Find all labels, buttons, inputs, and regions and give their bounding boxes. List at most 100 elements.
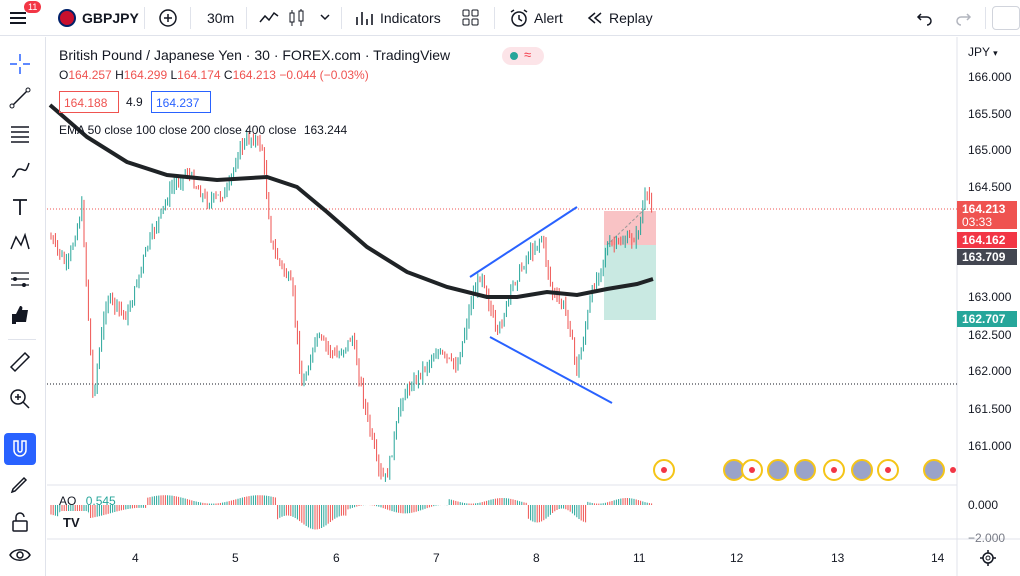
candles-icon <box>289 9 304 26</box>
brush-tool[interactable] <box>6 157 34 185</box>
chevron-down-icon <box>320 14 330 21</box>
sell-button[interactable]: 164.188 <box>59 91 119 113</box>
ema-value: 163.244 <box>303 123 348 137</box>
eye-icon <box>9 549 31 561</box>
interval-button[interactable]: 30m <box>207 9 235 26</box>
ema-line <box>48 103 654 299</box>
event-dot <box>661 467 667 473</box>
time-tick: 7 <box>433 551 440 565</box>
price-tick: 165.500 <box>968 107 1012 121</box>
event-dot <box>950 467 956 473</box>
currency-selector[interactable]: JPY ▾ <box>968 45 998 59</box>
wave-icon: ≈ <box>524 47 532 62</box>
time-tick: 5 <box>232 551 239 565</box>
ruler-icon <box>9 351 31 373</box>
crosshair-tool[interactable] <box>6 50 34 78</box>
chart-type-candle-button[interactable] <box>287 8 307 33</box>
chart-type-dropdown[interactable] <box>318 10 332 29</box>
undo-button[interactable] <box>915 8 935 33</box>
chart-settings-button[interactable] <box>979 549 997 572</box>
price-tick: 161.000 <box>968 439 1012 453</box>
zoom-tool[interactable] <box>6 385 34 413</box>
alert-button[interactable]: Alert <box>508 0 563 36</box>
trendline-tool[interactable] <box>6 84 34 112</box>
thumbs-up-icon <box>12 306 28 324</box>
pattern-tool[interactable] <box>6 228 34 256</box>
ao-legend: AO 0.545 <box>59 494 116 508</box>
replay-label: Replay <box>609 9 653 26</box>
replay-button[interactable]: Replay <box>585 0 653 36</box>
redo-icon <box>956 13 972 26</box>
indicators-button[interactable]: Indicators <box>354 0 441 36</box>
close-value: 164.213 <box>232 68 276 82</box>
symbol-search-button[interactable]: GBPJPY <box>58 0 139 36</box>
symbol-label: GBPJPY <box>82 9 139 26</box>
redo-button[interactable] <box>953 8 973 33</box>
time-tick: 11 <box>633 551 646 565</box>
lock-icon <box>12 512 28 532</box>
time-tick: 13 <box>831 551 845 565</box>
stop-loss-zone <box>604 211 656 245</box>
stay-in-drawing-tool[interactable] <box>6 470 34 498</box>
save-layout-button[interactable] <box>992 6 1020 30</box>
event-dot <box>749 467 755 473</box>
pencil-lock-icon <box>10 476 28 494</box>
price-tick: 165.000 <box>968 143 1012 157</box>
last-price-tag: 164.213 03:33 <box>957 201 1017 229</box>
price-tick: 164.500 <box>968 180 1012 194</box>
hide-drawings-tool[interactable] <box>6 541 34 569</box>
ohlc-row: O164.257 H164.299 L164.174 C164.213 −0.0… <box>59 68 369 82</box>
market-open-icon <box>510 52 518 60</box>
time-tick: 6 <box>333 551 340 565</box>
fib-tool[interactable] <box>6 120 34 148</box>
favorites-tool[interactable] <box>6 301 34 329</box>
menu-button[interactable]: 11 <box>8 1 42 28</box>
ema-price-tag: 163.709 <box>957 249 1017 265</box>
tv-logo-icon <box>59 511 89 533</box>
horizontal-lines-icon <box>11 126 29 143</box>
chart-area[interactable]: TV British Pound / Japanese Yen · 30 · F… <box>47 37 1020 576</box>
zoom-in-icon <box>10 389 30 409</box>
chevron-down-icon: ▾ <box>993 48 998 58</box>
alarm-clock-icon <box>510 8 528 27</box>
compare-button[interactable] <box>158 8 178 33</box>
chart-type-line-button[interactable] <box>258 8 280 33</box>
chart-canvas[interactable]: TV <box>47 37 1020 576</box>
currency-label: JPY <box>968 45 990 59</box>
measure-tool[interactable] <box>6 348 34 376</box>
prediction-tool[interactable] <box>6 265 34 293</box>
price-tick: 162.500 <box>968 328 1012 342</box>
drawing-toolbar <box>0 37 46 576</box>
notification-badge: 11 <box>24 1 42 13</box>
undo-icon <box>916 13 932 26</box>
open-value: 164.257 <box>68 68 112 82</box>
magnet-icon <box>13 440 27 457</box>
uk-flag-icon <box>794 459 816 481</box>
ao-value: 0.545 <box>85 494 116 508</box>
brush-icon <box>11 162 30 178</box>
indicators-icon <box>356 11 373 25</box>
rewind-icon <box>587 11 602 24</box>
gear-icon <box>980 550 996 566</box>
event-dot <box>885 467 891 473</box>
ao-tick: 0.000 <box>968 498 999 512</box>
high-value: 164.299 <box>123 68 168 82</box>
price-tick: 162.000 <box>968 364 1012 378</box>
buy-button[interactable]: 164.237 <box>151 91 211 113</box>
lock-tool[interactable] <box>6 508 34 536</box>
magnet-tool[interactable] <box>4 433 36 465</box>
market-status-badge[interactable]: ≈ <box>502 47 544 65</box>
time-tick: 12 <box>730 551 744 565</box>
layouts-button[interactable] <box>461 8 481 33</box>
hamburger-icon <box>10 12 26 24</box>
line-chart-icon <box>259 11 279 23</box>
countdown-value: 03:33 <box>962 215 993 229</box>
grid-layout-icon <box>462 9 479 26</box>
text-icon <box>13 199 27 215</box>
uk-flag-icon <box>851 459 873 481</box>
ema-legend: EMA 50 close 100 close 200 close 400 clo… <box>59 123 347 137</box>
time-tick: 14 <box>931 551 945 565</box>
symbol-title: British Pound / Japanese Yen · 30 · FORE… <box>59 47 451 63</box>
text-tool[interactable] <box>6 193 34 221</box>
ao-tick: −2.000 <box>968 531 1006 545</box>
